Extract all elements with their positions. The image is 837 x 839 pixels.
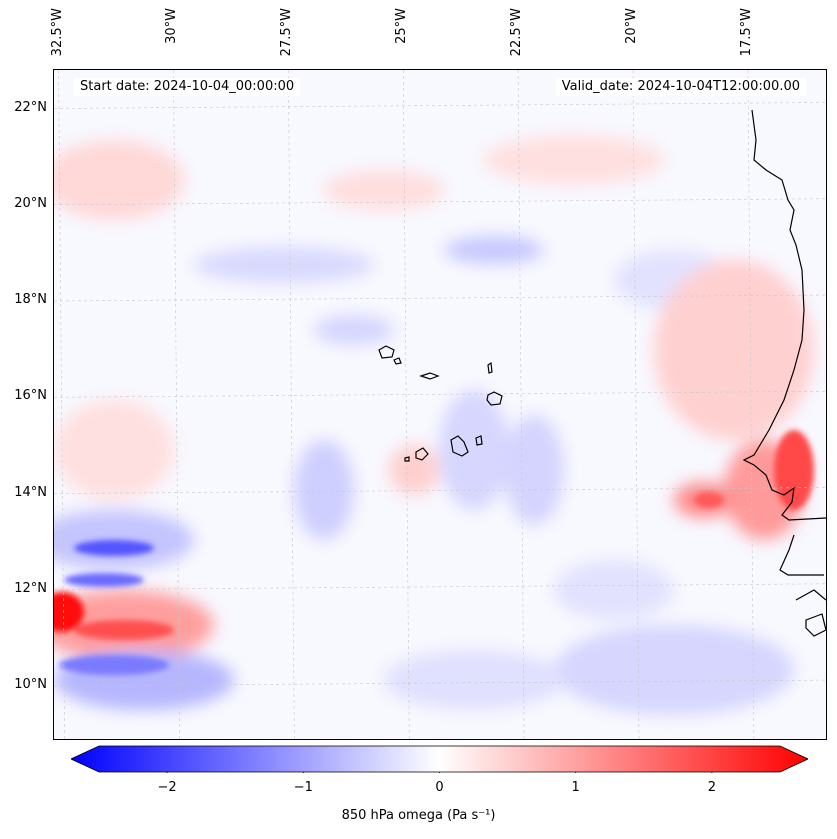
latitude-label: 22°N (14, 99, 47, 115)
parallel-line (54, 679, 826, 687)
parallel-line (54, 294, 826, 302)
omega-field-map (54, 70, 826, 739)
maio-island (475, 435, 483, 446)
latitude-label: 16°N (14, 388, 47, 404)
valid-date-label: Valid_date: 2024-10-04T12:00:00.00 (555, 78, 806, 96)
longitude-label: 20°W (624, 8, 639, 44)
colorbar-tick-label: 0 (435, 780, 444, 795)
sao-nicolau-island (419, 372, 440, 380)
omega-field-extremes (54, 430, 814, 675)
africa-coastline (742, 109, 826, 637)
colorbar-tick-label: −2 (157, 780, 177, 795)
parallel-line (54, 102, 826, 109)
colorbar-body (71, 745, 808, 773)
colorbar-tick-label: 1 (571, 780, 580, 795)
boa-vista-island (486, 391, 503, 406)
colorbar-tick-label: 2 (707, 780, 717, 795)
parallel-line (54, 198, 826, 206)
omega-field-shading (54, 135, 814, 715)
map-panel: Start date: 2024-10-04_00:00:00 Valid_da… (53, 69, 827, 740)
latitude-label: 12°N (14, 580, 47, 596)
parallel-line (54, 487, 826, 494)
graticule (54, 70, 826, 739)
colorbar-tick-label: −1 (293, 780, 313, 795)
colorbar-label: 850 hPa omega (Pa s⁻¹) (341, 808, 496, 823)
longitude-label: 25°W (394, 8, 410, 44)
latitude-label: 14°N (14, 484, 47, 500)
sao-vicente-island (393, 357, 402, 365)
parallel-line (54, 583, 826, 591)
longitude-label: 27.5°W (279, 8, 295, 57)
meridian-line (288, 70, 295, 739)
longitude-label: 30°W (164, 8, 180, 44)
sal-island (487, 361, 493, 374)
santiago-island (450, 435, 469, 457)
start-date-label: Start date: 2024-10-04_00:00:00 (74, 78, 301, 96)
fogo-island (415, 447, 429, 461)
santo-antao-island (378, 345, 395, 359)
longitude-label: 32.5°W (49, 8, 65, 57)
coastlines (378, 109, 826, 637)
meridian-line (402, 70, 410, 739)
longitude-label: 22.5°W (509, 8, 525, 57)
colorbar (71, 745, 808, 773)
latitude-label: 10°N (14, 677, 47, 693)
latitude-label: 20°N (14, 195, 47, 211)
brava-island (404, 456, 410, 462)
longitude-label: 17.5°W (738, 8, 754, 57)
parallel-line (54, 390, 826, 398)
colorbar-tick-marks (166, 772, 713, 773)
latitude-label: 18°N (14, 292, 47, 308)
